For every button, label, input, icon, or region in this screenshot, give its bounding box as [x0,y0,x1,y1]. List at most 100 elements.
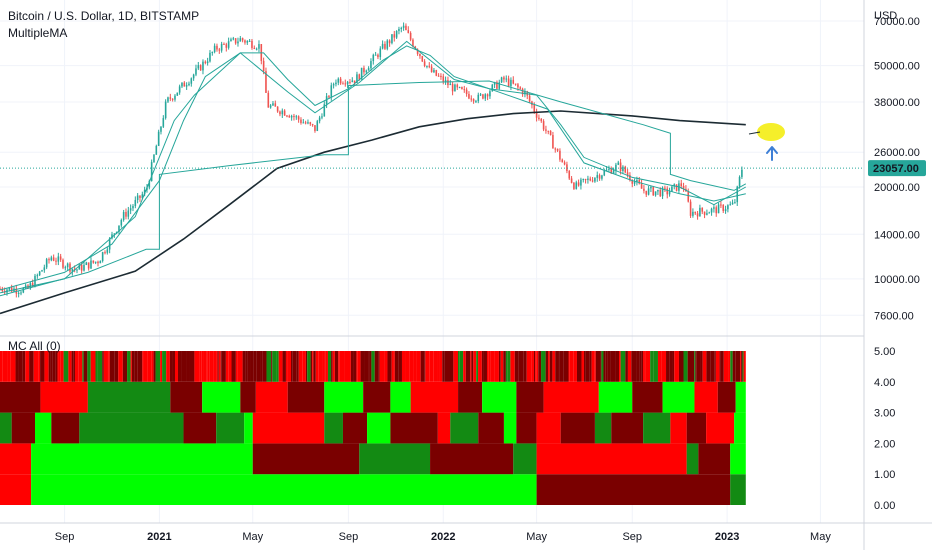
heatmap-cell [209,351,212,382]
candle-body [353,80,356,83]
candle-body [134,199,137,207]
candle-body [209,52,211,62]
heatmap-cell [735,381,746,413]
candle-body [400,27,403,30]
heatmap-cell [255,381,288,413]
heatmap-cell [686,412,707,444]
candle-body [510,79,512,87]
candle-body [213,45,216,52]
candle-body [174,95,176,100]
heatmap-cell [611,412,644,444]
candle-body [94,261,97,263]
candle-body [17,292,20,294]
candle-body [489,91,491,97]
heatmap-cell [650,351,654,382]
heatmap-cell [510,351,515,382]
heatmap-cell [359,443,431,475]
candle-body [85,262,88,265]
heatmap-pane[interactable] [0,351,746,505]
heatmap-cell [538,351,542,382]
heatmap-axis[interactable]: 5.00 4.00 3.00 2.00 1.00 0.00 [874,346,895,512]
annotation-ellipse [757,123,785,141]
candle-body [178,86,181,93]
heatmap-cell [437,412,451,444]
candle-body [57,256,60,262]
heatmap-cell [531,351,534,382]
candle-body [451,83,454,92]
heatmap-cell [231,351,236,382]
candle-body [132,206,134,209]
heatmap-cell [63,351,69,382]
candle-body [314,125,316,131]
candle-body [286,115,288,117]
heatmap-cell [583,351,586,382]
heatmap-cell [545,351,549,382]
candle-body [538,117,540,119]
heatmap-cell [439,351,443,382]
candle-body [638,180,641,184]
indicator-title[interactable]: MultipleMA [8,26,67,40]
sub-indicator-title[interactable]: MC All (0) [8,339,61,353]
candle-body [80,264,83,271]
candle-body [48,259,50,261]
heatmap-cell [444,351,449,382]
heatmap-cell [298,351,303,382]
candle-body [617,162,620,165]
candle-body [255,48,258,50]
candle-body [276,106,279,112]
candle-body [34,275,36,287]
heatmap-cell [292,351,297,382]
candle-body [337,78,340,83]
heatmap-cell [516,381,544,413]
heatmap-cell [278,351,283,382]
candle-body [50,257,53,261]
heatmap-cell [276,351,279,382]
heatmap-cell [71,351,74,382]
candle-body [218,49,221,51]
heatmap-cell [589,351,592,382]
heatmap-cell [256,351,261,382]
heatmap-cell [302,351,306,382]
candle-body [449,83,452,86]
candle-body [405,25,407,31]
candle-body [465,89,468,95]
candle-body [104,252,106,254]
heatmap-cell [364,351,369,382]
heatmap-cell [543,381,599,413]
candle-body [363,67,365,73]
heatmap-cell [669,351,673,382]
candle-body [181,82,183,87]
candle-body [650,186,652,189]
heatmap-cell [536,443,687,475]
candle-body [629,175,631,181]
candle-body [631,180,634,184]
candle-body [185,85,188,87]
heatmap-cell [109,351,115,382]
symbol-title[interactable]: Bitcoin / U.S. Dollar, 1D, BITSTAMP [8,9,199,23]
heatmap-cell [730,443,746,475]
candle-body [311,124,314,126]
heatmap-cell [401,351,406,382]
candle-body [645,190,648,195]
candle-body [302,122,305,124]
heatmap-cell [576,351,582,382]
heatmap-cell [595,351,601,382]
time-axis[interactable]: Sep 2021 May Sep 2022 May Sep 2023 May [55,531,832,543]
heatmap-cell [0,351,3,382]
heatmap-cell [369,351,372,382]
candle-body [654,191,657,196]
heatmap-cell [692,351,695,382]
price-badge-background [868,160,926,177]
price-axis[interactable]: 70000.00 50000.00 38000.00 26000.00 20000.00… [874,16,920,322]
candle-body [612,170,615,174]
price-pane[interactable] [0,22,864,315]
heatmap-cell [186,351,190,382]
candle-body [636,180,638,182]
heatmap-cell [615,351,620,382]
heatmap-cell [324,412,343,444]
heatmap-cell [247,351,251,382]
candle-body [76,269,78,271]
candle-body [577,182,580,186]
heatmap-cell [266,351,272,382]
